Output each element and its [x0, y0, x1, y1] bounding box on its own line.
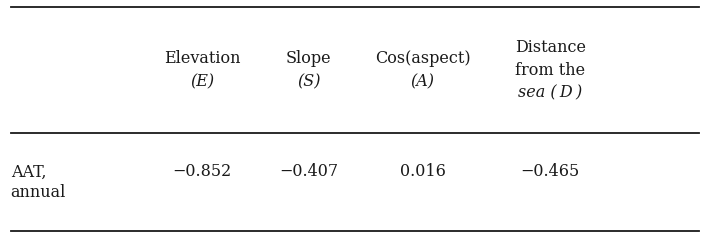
Text: (S): (S): [297, 73, 321, 90]
Text: −0.852: −0.852: [173, 164, 232, 180]
Text: −0.465: −0.465: [520, 164, 580, 180]
Text: Cos(aspect): Cos(aspect): [375, 50, 470, 67]
Text: −0.407: −0.407: [279, 164, 339, 180]
Text: sea ( D ): sea ( D ): [518, 84, 582, 101]
Text: 0.016: 0.016: [400, 164, 445, 180]
Text: Elevation: Elevation: [164, 50, 241, 67]
Text: (E): (E): [190, 73, 214, 90]
Text: (A): (A): [410, 73, 435, 90]
Text: from the: from the: [515, 62, 585, 79]
Text: AAT,: AAT,: [11, 164, 46, 180]
Text: Distance: Distance: [515, 39, 586, 56]
Text: annual: annual: [11, 184, 66, 201]
Text: Slope: Slope: [286, 50, 332, 67]
